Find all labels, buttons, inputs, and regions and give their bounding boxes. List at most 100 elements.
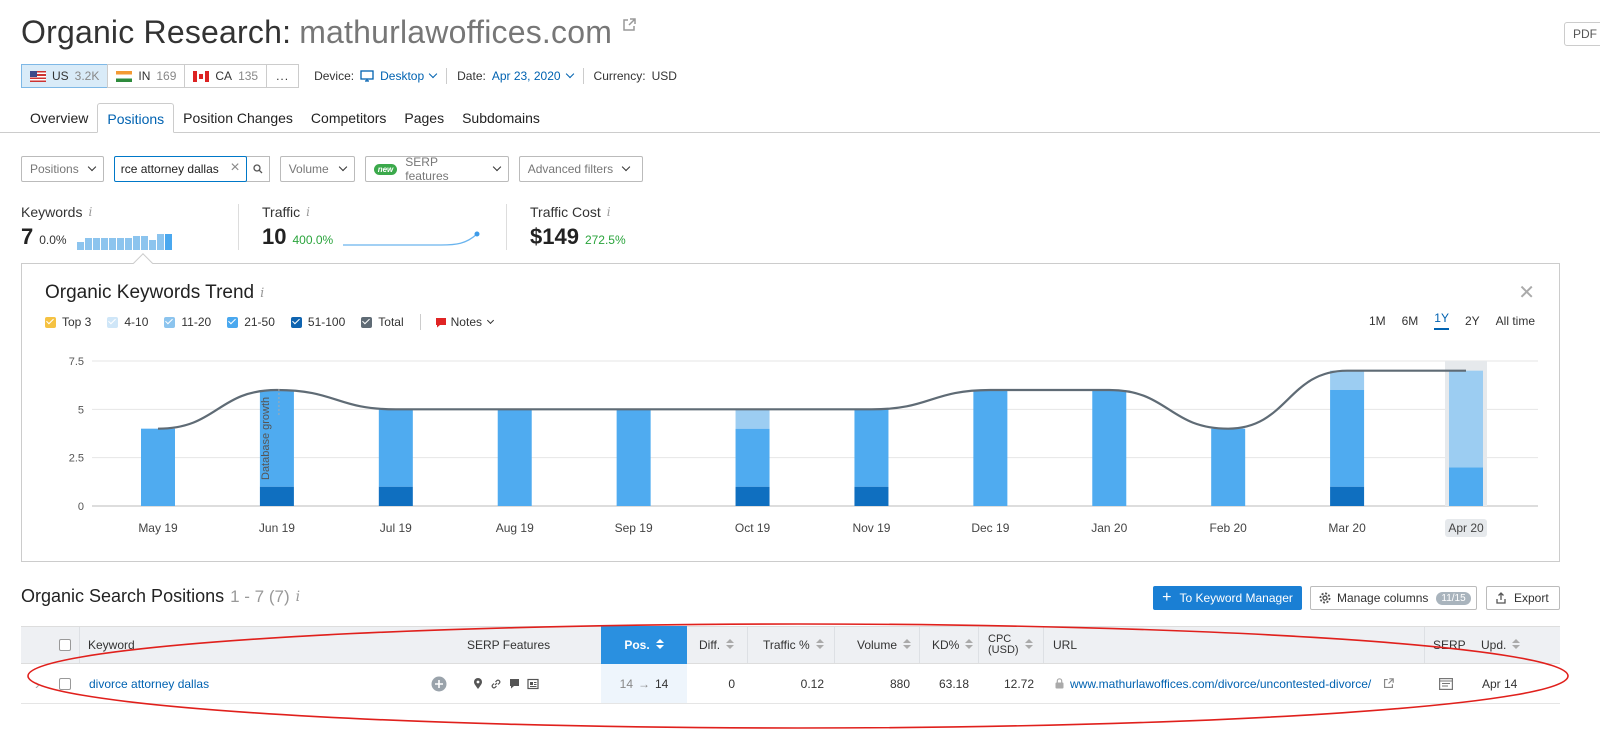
clear-icon[interactable]: × [230, 159, 240, 176]
bar-51-100-oct-19[interactable] [735, 486, 770, 506]
x-tick-label: Sep 19 [615, 521, 653, 535]
bar-21-50-jun-19[interactable] [259, 390, 294, 487]
device-dropdown[interactable]: Desktop [360, 69, 438, 83]
keyword-column-header[interactable]: Keyword [88, 627, 135, 663]
notes-dropdown[interactable]: Notes [435, 315, 495, 329]
bar-21-50-may-19[interactable] [141, 428, 175, 506]
external-link-icon[interactable] [1383, 678, 1395, 689]
keywords-trend-chart: 0 2.5 5 7.5 May 19 Jun 19 Jul 19 Aug 19 Sep 19 Oc… [69, 356, 1538, 537]
bar-21-50-aug-19[interactable] [497, 409, 532, 506]
external-link-icon[interactable] [622, 17, 636, 32]
keyword-link[interactable]: divorce attorney dallas [89, 676, 210, 691]
database-us[interactable]: US 3.2K [21, 64, 109, 88]
legend-label: Top 3 [62, 315, 92, 329]
more-databases-button[interactable]: ... [266, 64, 300, 88]
pdf-button[interactable]: PDF [1564, 22, 1600, 46]
export-button[interactable]: Export [1486, 586, 1560, 610]
tab-pages[interactable]: Pages [404, 110, 445, 126]
bar-51-100-mar-20[interactable] [1330, 486, 1365, 506]
select-all-checkbox[interactable] [59, 627, 71, 663]
legend-item[interactable]: Total [361, 315, 404, 329]
summary-divider [238, 204, 239, 250]
traffic-pct-column-header[interactable]: Traffic % [763, 627, 824, 663]
row-checkbox[interactable] [59, 664, 71, 703]
legend-item[interactable]: 11-20 [164, 315, 211, 329]
cpc-value: 12.72 [1003, 676, 1034, 691]
tab-competitors[interactable]: Competitors [310, 110, 387, 126]
legend-item[interactable]: Top 3 [45, 315, 91, 329]
bar-21-50-mar-20[interactable] [1330, 390, 1365, 487]
period-all-time[interactable]: All time [1495, 313, 1535, 328]
keyword-search-input[interactable]: rce attorney dallas × [113, 156, 247, 182]
to-keyword-manager-button[interactable]: + To Keyword Manager [1153, 586, 1302, 610]
info-icon[interactable]: i [606, 205, 611, 219]
info-icon[interactable]: i [306, 205, 310, 219]
volume-value[interactable]: 880 [889, 676, 910, 691]
checkbox-icon [164, 316, 176, 328]
tab-positions[interactable]: Positions [97, 103, 175, 133]
bar-21-50-feb-20[interactable] [1211, 428, 1246, 506]
bar-21-50-nov-19[interactable] [854, 409, 889, 487]
database-in[interactable]: IN 169 [107, 64, 186, 88]
bar-21-50-jan-20[interactable] [1092, 390, 1127, 506]
tab-position-changes[interactable]: Position Changes [183, 110, 293, 126]
kd-column-header[interactable]: KD% [932, 627, 974, 663]
sort-icon [903, 639, 912, 651]
tab-overview[interactable]: Overview [30, 110, 89, 126]
positions-filter[interactable]: Positions [21, 156, 104, 182]
tab-subdomains[interactable]: Subdomains [462, 110, 540, 126]
close-icon[interactable]: ✕ [1518, 282, 1535, 304]
period-1y[interactable]: 1Y [1434, 311, 1449, 330]
trend-title-text: Organic Keywords Trend [45, 282, 255, 303]
bar-51-100-jul-19[interactable] [378, 486, 413, 506]
legend-label: Total [378, 315, 404, 329]
pos-column-header[interactable]: Pos. [601, 626, 687, 664]
bar-21-50-jul-19[interactable] [378, 409, 413, 487]
date-dropdown[interactable]: Apr 23, 2020 [492, 69, 574, 83]
expand-row-icon[interactable]: › [35, 675, 40, 692]
divider [582, 68, 584, 84]
domain-name[interactable]: mathurlawoffices.com [299, 14, 613, 50]
database-ca[interactable]: CA 135 [184, 64, 268, 88]
bar-11-20-oct-19[interactable] [735, 409, 770, 429]
volume-filter[interactable]: Volume [279, 156, 355, 182]
legend-item[interactable]: 21-50 [227, 315, 275, 329]
bar-21-50-oct-19[interactable] [735, 428, 770, 487]
tabs-divider [0, 132, 1600, 133]
add-icon[interactable] [431, 664, 447, 703]
period-6m[interactable]: 6M [1401, 313, 1419, 328]
serp-features-filter[interactable]: new SERP features [364, 155, 509, 183]
traffic-cost-value[interactable]: $149 [530, 224, 579, 249]
volume-column-header[interactable]: Volume [857, 627, 912, 663]
period-2y[interactable]: 2Y [1464, 313, 1480, 328]
bar-11-20-mar-20[interactable] [1330, 370, 1365, 390]
traffic-value[interactable]: 10 [262, 224, 287, 249]
bar-51-100-nov-19[interactable] [854, 486, 889, 506]
keyword-header-label: Keyword [88, 638, 135, 652]
keywords-summary: Keywords i 7 0.0% [21, 204, 173, 250]
info-icon[interactable]: i [295, 588, 301, 605]
database-count: 3.2K [74, 69, 100, 83]
info-icon[interactable]: i [88, 205, 93, 219]
advanced-filters-button[interactable]: Advanced filters [518, 156, 643, 182]
legend-item[interactable]: 4-10 [107, 315, 148, 329]
keywords-value[interactable]: 7 [21, 224, 34, 249]
serp-snapshot-icon[interactable] [1439, 664, 1453, 703]
search-button[interactable] [245, 156, 270, 182]
bar-51-100-jun-19[interactable] [259, 486, 294, 506]
plus-icon: + [1162, 589, 1172, 606]
bar-21-50-dec-19[interactable] [973, 390, 1008, 506]
bar-11-20-apr-20[interactable] [1449, 370, 1483, 468]
diff-column-header[interactable]: Diff. [699, 627, 735, 663]
url-link[interactable]: www.mathurlawoffices.com/divorce/unconte… [1070, 676, 1372, 691]
x-tick-label: Nov 19 [852, 521, 890, 535]
cpc-column-header[interactable]: CPC (USD) [988, 627, 1033, 663]
bar-21-50-apr-20[interactable] [1449, 467, 1483, 506]
bar-21-50-sep-19[interactable] [616, 409, 651, 506]
period-1m[interactable]: 1M [1368, 313, 1386, 328]
upd-column-header[interactable]: Upd. [1481, 627, 1521, 663]
manage-columns-button[interactable]: Manage columns 11/15 [1310, 586, 1477, 610]
legend-item[interactable]: 51-100 [290, 315, 345, 329]
info-icon[interactable]: i [260, 285, 265, 301]
chevron-down-icon [428, 69, 438, 79]
